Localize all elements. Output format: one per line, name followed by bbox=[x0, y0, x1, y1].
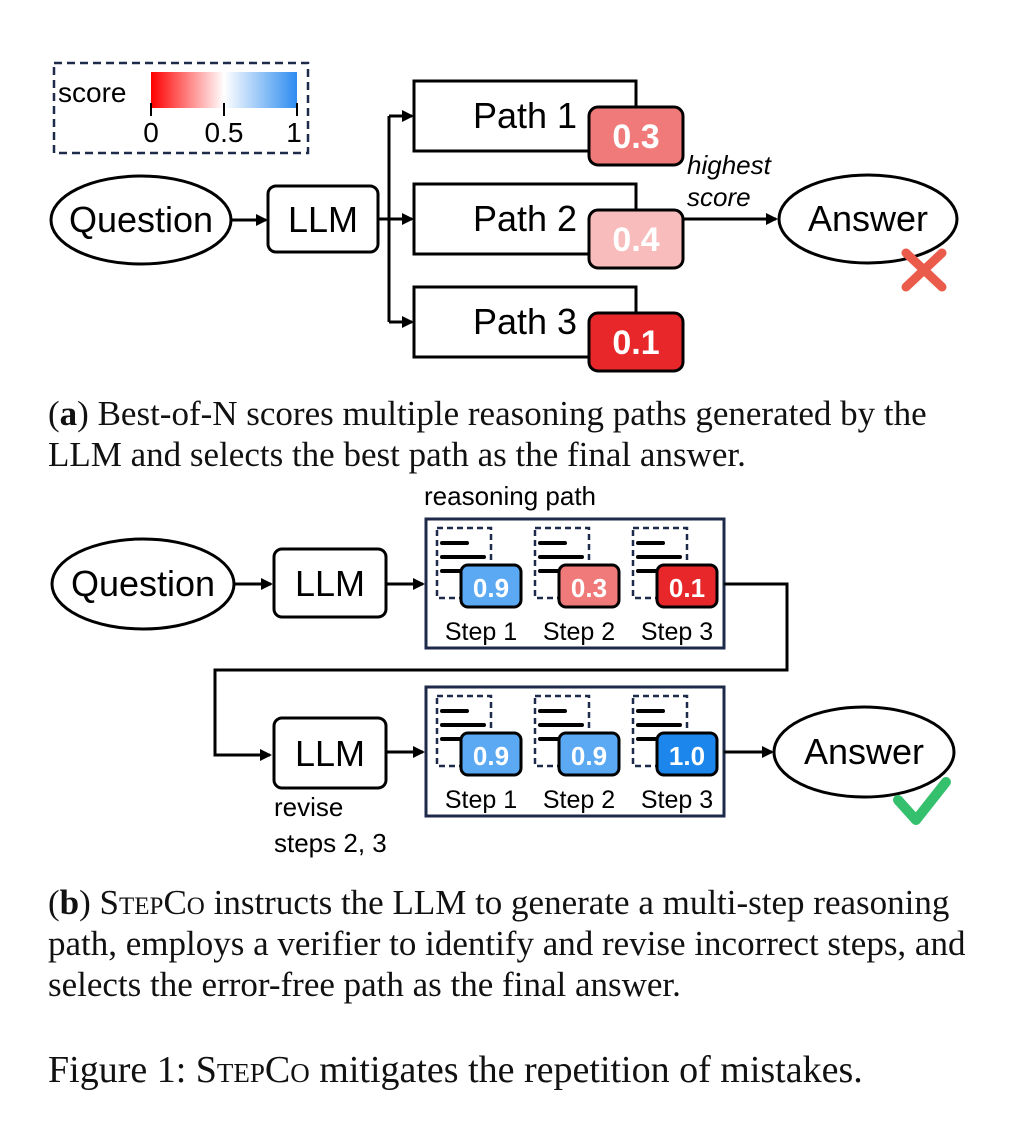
step-card: 0.9 Step 1 bbox=[435, 694, 523, 814]
annotation-score: score bbox=[687, 182, 751, 212]
step-score: 0.9 bbox=[473, 741, 509, 771]
step-score-badge bbox=[655, 563, 719, 609]
score-legend: score 0 0.5 1 bbox=[52, 61, 310, 155]
llm-revise-label: LLM bbox=[295, 733, 365, 774]
answer-node-b bbox=[772, 705, 956, 799]
step-card: 1.0 Step 3 bbox=[631, 694, 719, 814]
caption-a-text: Best-of-N scores multiple reasoning path… bbox=[48, 394, 927, 474]
path-score-3: 0.1 bbox=[612, 324, 659, 362]
step-label: Step 2 bbox=[543, 618, 615, 646]
part-a-diagram: Question LLM Path 1 Path 2 Path 3 0.3 0.… bbox=[49, 79, 959, 373]
path-label-1: Path 1 bbox=[473, 95, 577, 136]
step-label: Step 1 bbox=[445, 618, 517, 646]
llm-label-a: LLM bbox=[288, 199, 358, 240]
path-score-1: 0.3 bbox=[612, 118, 659, 156]
figure-label: Figure 1: bbox=[48, 1049, 196, 1091]
figure-text: mitigates the repetition of mistakes. bbox=[309, 1049, 863, 1091]
reasoning-path-title: reasoning path bbox=[424, 481, 596, 511]
step-score: 0.9 bbox=[473, 573, 509, 603]
legend-tick-0: 0 bbox=[143, 117, 159, 148]
step-card: 0.3 Step 2 bbox=[533, 526, 621, 646]
step-label: Step 3 bbox=[641, 786, 713, 814]
step-score: 0.9 bbox=[571, 741, 607, 771]
step-label: Step 1 bbox=[445, 786, 517, 814]
annotation-highest: highest bbox=[687, 150, 773, 180]
step-score: 1.0 bbox=[669, 741, 705, 771]
step-score-badge bbox=[459, 563, 523, 609]
question-label-a: Question bbox=[69, 199, 213, 240]
path-label-3: Path 3 bbox=[473, 301, 577, 342]
caption-b: (b) StepCo instructs the LLM to generate… bbox=[48, 883, 966, 1004]
legend-tick-mid: 0.5 bbox=[205, 117, 244, 148]
caption-b-tag: b bbox=[59, 883, 80, 922]
legend-tick-1: 1 bbox=[286, 117, 302, 148]
step-label: Step 2 bbox=[543, 786, 615, 814]
step-score-badge bbox=[557, 731, 621, 777]
legend-colorbar bbox=[151, 72, 297, 108]
caption-a: (a) Best-of-N scores multiple reasoning … bbox=[48, 394, 927, 474]
step-score-badge bbox=[655, 731, 719, 777]
step-score-badge bbox=[459, 731, 523, 777]
part-b-diagram: Question LLM reasoning path 0.9 Step 1 0.3… bbox=[50, 481, 956, 858]
wrong-x-icon bbox=[901, 248, 947, 292]
answer-label-b: Answer bbox=[804, 731, 924, 772]
caption-b-text: instructs the LLM to generate a multi-st… bbox=[48, 883, 966, 1004]
figure-caption: Figure 1: StepCo mitigates the repetitio… bbox=[48, 1050, 1008, 1091]
step-score: 0.1 bbox=[669, 573, 705, 603]
figure-method: StepCo bbox=[195, 1049, 310, 1091]
step-card: 0.9 Step 1 bbox=[435, 526, 523, 646]
path-score-badge-3 bbox=[587, 311, 685, 373]
revise-note-line1: revise bbox=[274, 792, 343, 822]
path-score-badge-1 bbox=[587, 105, 685, 167]
step-card: 0.9 Step 2 bbox=[533, 694, 621, 814]
answer-node-a bbox=[777, 173, 959, 265]
path-label-2: Path 2 bbox=[473, 198, 577, 239]
question-label-b: Question bbox=[71, 563, 215, 604]
correct-check-icon bbox=[893, 777, 951, 825]
answer-label-a: Answer bbox=[808, 198, 928, 239]
step-card: 0.1 Step 3 bbox=[631, 526, 719, 646]
step-label: Step 3 bbox=[641, 618, 713, 646]
caption-b-method: StepCo bbox=[99, 883, 205, 922]
path-score-2: 0.4 bbox=[612, 221, 659, 259]
revise-note-line2: steps 2, 3 bbox=[274, 828, 387, 858]
llm-label-b: LLM bbox=[295, 563, 365, 604]
step-score: 0.3 bbox=[571, 573, 607, 603]
caption-a-tag: a bbox=[59, 394, 78, 433]
step-score-badge bbox=[557, 563, 621, 609]
legend-title: score bbox=[58, 77, 126, 108]
path-score-badge-2 bbox=[587, 208, 685, 270]
